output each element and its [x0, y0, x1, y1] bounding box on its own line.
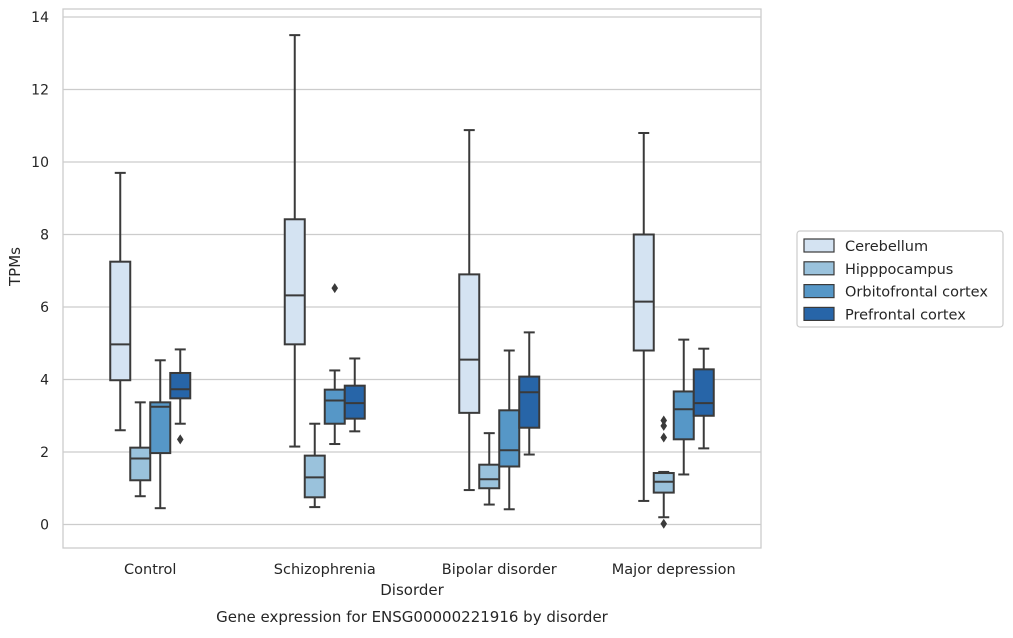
box-hipppocampus-control: [129, 401, 152, 498]
box-body: [149, 401, 172, 455]
box-body: [109, 260, 132, 382]
box-orbitofrontal-cortex-control: [149, 359, 172, 510]
box-body: [129, 446, 152, 482]
legend-label: Hipppocampus: [845, 262, 953, 278]
box-hipppocampus-bipolar-disorder: [478, 432, 501, 506]
x-axis-label: Disorder: [380, 581, 444, 599]
y-tick-label: 10: [31, 155, 49, 171]
box-orbitofrontal-cortex-major-depression: [672, 338, 695, 476]
box-body: [672, 390, 695, 441]
legend-swatch: [803, 238, 835, 253]
box-body: [283, 218, 306, 346]
box-body: [632, 233, 655, 352]
y-tick-label: 0: [40, 518, 49, 534]
outlier-point: [660, 420, 668, 431]
x-tick-label: Major depression: [612, 562, 736, 578]
box-prefrontal-cortex-major-depression: [692, 347, 715, 450]
legend-swatch: [803, 284, 835, 299]
box-orbitofrontal-cortex-bipolar-disorder: [498, 349, 521, 511]
y-tick-label: 14: [31, 10, 49, 26]
x-tick-label: Bipolar disorder: [442, 562, 557, 578]
legend-label: Cerebellum: [845, 239, 928, 255]
legend: Cerebellum Hipppocampus Orbitofrontal cort…: [796, 230, 1004, 328]
box-prefrontal-cortex-schizophrenia: [343, 357, 366, 433]
box-body: [498, 409, 521, 468]
box-hipppocampus-schizophrenia: [303, 422, 326, 509]
box-cerebellum-bipolar-disorder: [458, 129, 481, 492]
box-cerebellum-schizophrenia: [283, 34, 306, 448]
legend-swatch: [803, 306, 835, 321]
y-tick-label: 4: [40, 373, 49, 389]
box-cerebellum-major-depression: [632, 132, 655, 502]
box-prefrontal-cortex-bipolar-disorder: [518, 331, 541, 456]
legend-swatch: [803, 261, 835, 276]
outlier-point: [660, 415, 668, 426]
box-hipppocampus-major-depression: [652, 415, 675, 529]
box-cerebellum-control: [109, 171, 132, 432]
outlier-point: [176, 434, 184, 445]
chart-title: Gene expression for ENSG00000221916 by d…: [216, 608, 609, 626]
box-body: [478, 463, 501, 490]
box-body: [323, 388, 346, 425]
plot-frame: [62, 8, 762, 549]
y-tick-label: 8: [40, 228, 49, 244]
box-body: [692, 368, 715, 417]
legend-frame: [796, 230, 1004, 328]
x-tick-label: Schizophrenia: [274, 562, 376, 578]
y-tick-label: 12: [31, 83, 49, 99]
box-body: [169, 371, 192, 400]
y-tick-label: 2: [40, 445, 49, 461]
y-axis-label: TPMs: [6, 247, 24, 287]
x-tick-label: Control: [124, 562, 176, 578]
outlier-point: [660, 432, 668, 443]
outlier-point: [331, 283, 339, 294]
box-body: [518, 375, 541, 429]
y-tick-labels: 0 2 4 6 8 10 12 14: [31, 10, 49, 534]
x-tick-labels: Control Schizophrenia Bipolar disorder Majo…: [124, 562, 736, 578]
legend-label: Orbitofrontal cortex: [845, 285, 988, 301]
outlier-point: [660, 518, 668, 529]
box-body: [458, 273, 481, 414]
box-body: [652, 472, 675, 494]
boxes: [109, 34, 715, 529]
box-orbitofrontal-cortex-schizophrenia: [323, 283, 346, 446]
legend-label: Prefrontal cortex: [845, 307, 966, 323]
y-tick-label: 6: [40, 300, 49, 316]
box-prefrontal-cortex-control: [169, 348, 192, 445]
